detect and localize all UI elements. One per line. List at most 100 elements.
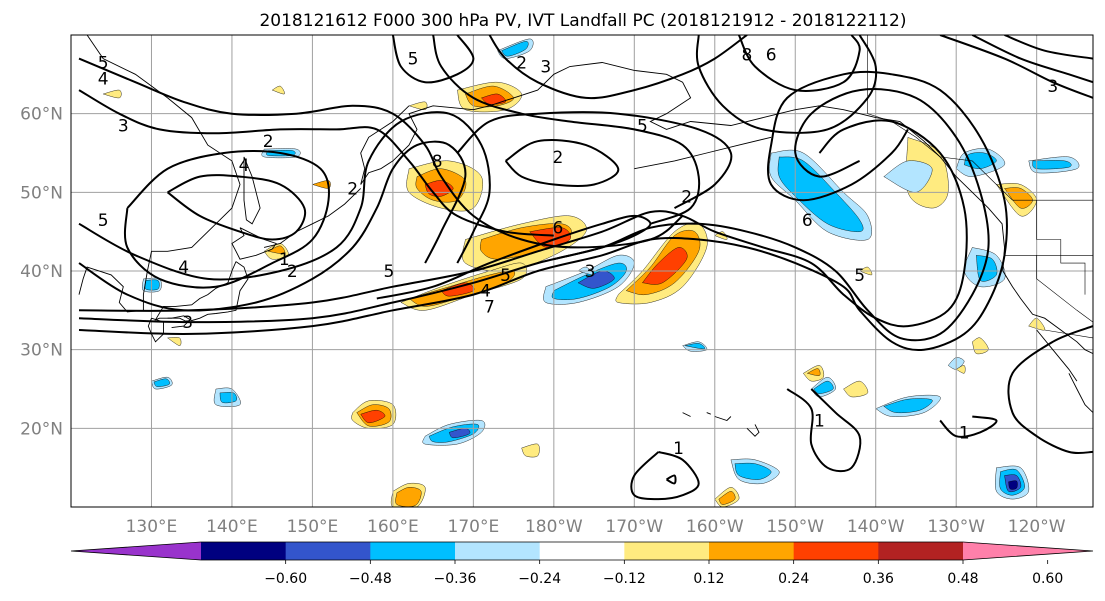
ivt-patch bbox=[271, 85, 285, 95]
ivt-patch bbox=[144, 279, 160, 291]
coastline bbox=[360, 62, 1093, 355]
colorbar-boxes bbox=[70, 541, 1094, 561]
colorbar-extend-high bbox=[963, 542, 1093, 560]
ivt-patch bbox=[684, 343, 706, 350]
pv-contour bbox=[78, 70, 1009, 352]
ivt-patch bbox=[521, 443, 540, 458]
ivt-patch bbox=[153, 378, 170, 387]
colorbar-box bbox=[793, 542, 879, 560]
pv-contour bbox=[1007, 325, 1093, 455]
latitude-labels: 60°N 50°N 40°N 30°N 20°N bbox=[20, 105, 63, 440]
pv-contour bbox=[78, 89, 554, 237]
longitude-label: 130°W bbox=[927, 517, 985, 537]
latitude-label: 30°N bbox=[20, 341, 63, 361]
pv-contour bbox=[376, 214, 652, 300]
ivt-patch bbox=[883, 160, 933, 193]
coastline bbox=[263, 188, 362, 248]
pv-contour bbox=[695, 35, 878, 134]
contour-label: 5 bbox=[854, 266, 865, 286]
pv-contour bbox=[78, 88, 990, 342]
contour-label: 1 bbox=[959, 423, 970, 443]
colorbar-tick-label: 0.12 bbox=[693, 571, 724, 587]
longitude-label: 140°E bbox=[206, 517, 258, 537]
pv-contour bbox=[630, 450, 700, 501]
colorbar-box bbox=[539, 542, 625, 560]
contour-label: 6 bbox=[802, 211, 813, 231]
border-line bbox=[1036, 255, 1093, 323]
longitude-label: 150°E bbox=[287, 517, 339, 537]
ivt-patch bbox=[1008, 480, 1018, 490]
contour-label: 4 bbox=[178, 258, 189, 278]
pv-contour bbox=[488, 35, 748, 100]
ivt-patch bbox=[1032, 160, 1072, 170]
pv-contour bbox=[939, 35, 1093, 99]
colorbar-box bbox=[878, 542, 964, 560]
longitude-label: 180°W bbox=[525, 517, 583, 537]
contour-label: 6 bbox=[552, 219, 563, 239]
coastline bbox=[714, 416, 732, 422]
contour-label: 2 bbox=[263, 132, 274, 152]
coastline bbox=[154, 261, 249, 322]
contour-label: 4 bbox=[480, 282, 491, 302]
ivt-patch bbox=[577, 270, 615, 289]
coastline bbox=[634, 136, 772, 170]
contour-label: 2 bbox=[681, 187, 692, 207]
contour-label: 5 bbox=[383, 262, 394, 282]
contour-label: 1 bbox=[673, 439, 684, 459]
pv-contour bbox=[737, 35, 861, 92]
contour-label: 3 bbox=[118, 116, 129, 136]
longitude-label: 140°W bbox=[847, 517, 905, 537]
longitude-label: 170°W bbox=[605, 517, 663, 537]
coastline bbox=[706, 412, 711, 415]
latitude-label: 50°N bbox=[20, 183, 63, 203]
longitude-label: 150°W bbox=[766, 517, 824, 537]
colorbar-tick-label: 0.24 bbox=[778, 571, 809, 587]
contour-label: 5 bbox=[408, 50, 419, 70]
map-title: 2018121612 F000 300 hPa PV, IVT Landfall… bbox=[259, 11, 906, 31]
map-frame bbox=[70, 34, 1094, 508]
political-borders bbox=[867, 35, 1093, 339]
ivt-patch bbox=[777, 156, 864, 232]
pv-contour bbox=[123, 150, 330, 289]
contour-label: 2 bbox=[347, 179, 358, 199]
ivt-patch bbox=[718, 491, 736, 505]
border-line bbox=[867, 35, 1013, 201]
pv-contour bbox=[78, 111, 491, 281]
colorbar: −0.60 −0.48 −0.36 −0.24 −0.12 0.12 0.24 0.36 0.4… bbox=[70, 541, 1094, 587]
pv-contours bbox=[78, 35, 1093, 501]
coastline bbox=[78, 35, 241, 313]
pv-contour bbox=[166, 174, 307, 241]
colorbar-box bbox=[285, 542, 371, 560]
contour-label: 8 bbox=[742, 46, 753, 66]
contour-label: 5 bbox=[500, 266, 511, 286]
ivt-patch bbox=[408, 101, 428, 110]
pv-contour bbox=[939, 415, 998, 438]
colorbar-box bbox=[455, 542, 541, 560]
contour-label: 3 bbox=[1047, 77, 1058, 97]
colorbar-tick-label: −0.36 bbox=[434, 571, 477, 587]
ivt-patch bbox=[267, 245, 286, 255]
contour-label: 1 bbox=[814, 411, 825, 431]
ivt-patch bbox=[501, 41, 529, 57]
colorbar-tick-label: −0.12 bbox=[603, 571, 646, 587]
ivt-patch bbox=[312, 180, 331, 189]
ivt-patch bbox=[955, 365, 966, 374]
ivt-patch bbox=[734, 462, 772, 480]
ivt-patch bbox=[448, 428, 471, 439]
graticule bbox=[71, 35, 1093, 507]
pv-contour bbox=[78, 119, 968, 328]
pv-contour bbox=[456, 111, 733, 209]
ivt-patch bbox=[806, 368, 821, 376]
colorbar-tick-label: −0.24 bbox=[518, 571, 561, 587]
contour-label: 5 bbox=[98, 54, 109, 74]
colorbar-box bbox=[709, 542, 795, 560]
pv-contour bbox=[432, 35, 701, 225]
longitude-label: 170°E bbox=[448, 517, 500, 537]
latitude-label: 40°N bbox=[20, 262, 63, 282]
colorbar-tick-label: −0.48 bbox=[349, 571, 392, 587]
contour-label: 2 bbox=[516, 54, 527, 74]
contour-label: 4 bbox=[98, 69, 109, 89]
ivt-patch bbox=[641, 247, 688, 285]
latitude-label: 60°N bbox=[20, 105, 63, 125]
